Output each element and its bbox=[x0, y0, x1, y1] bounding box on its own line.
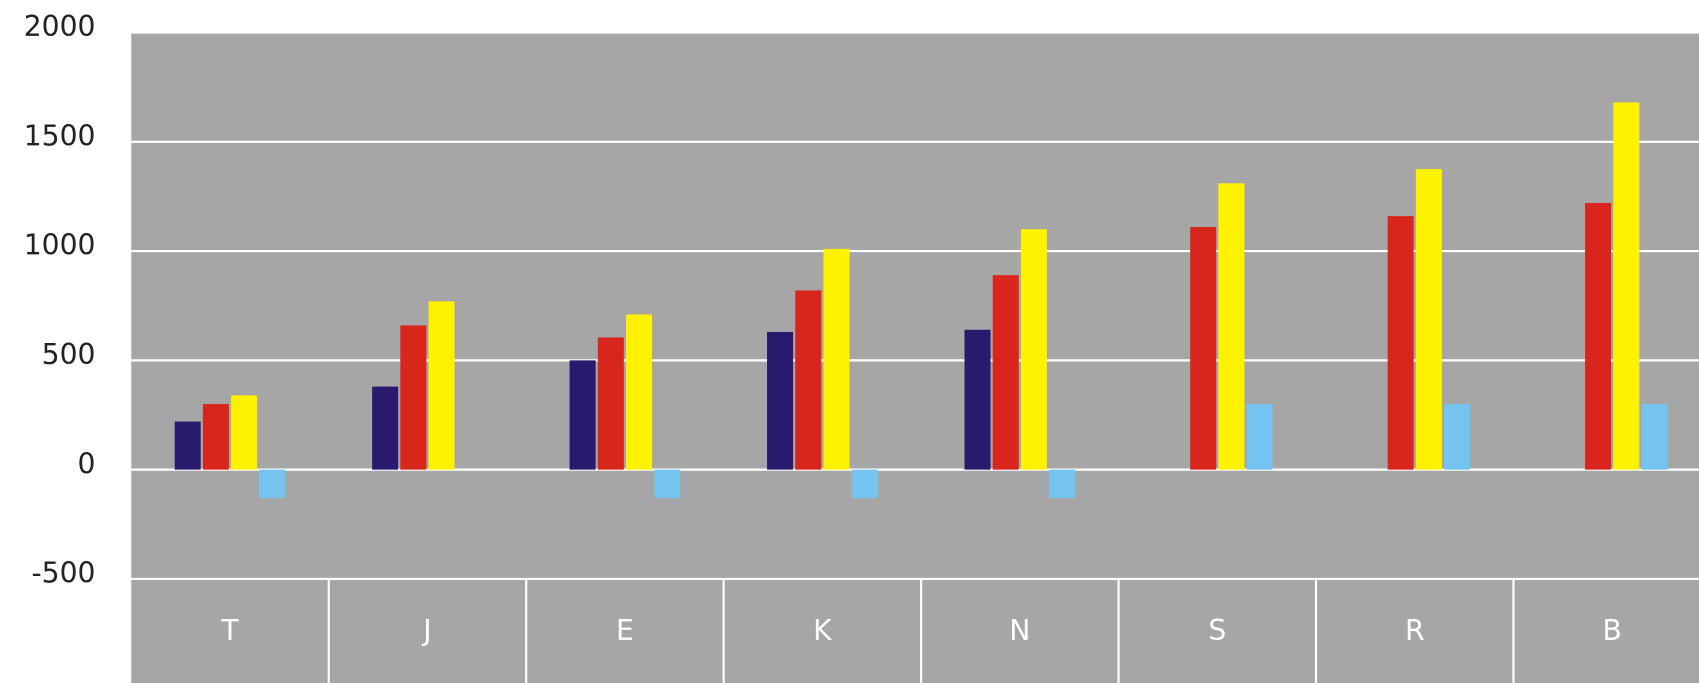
bar bbox=[1415, 169, 1442, 470]
x-tick-label: N bbox=[1009, 614, 1030, 647]
bar bbox=[654, 469, 681, 499]
bar bbox=[259, 469, 286, 499]
y-tick-label: 0 bbox=[78, 447, 96, 480]
y-tick-label: 500 bbox=[42, 338, 96, 371]
x-tick-label: K bbox=[813, 614, 833, 647]
x-tick-label: R bbox=[1405, 614, 1425, 647]
bar bbox=[851, 469, 878, 499]
x-tick-label: E bbox=[616, 614, 634, 647]
bar bbox=[1020, 229, 1047, 470]
bar bbox=[626, 314, 653, 470]
bar bbox=[597, 337, 624, 470]
y-tick-label: 1000 bbox=[24, 229, 96, 262]
y-tick-label: 1500 bbox=[24, 119, 96, 152]
bar bbox=[964, 329, 991, 470]
bar bbox=[1387, 216, 1414, 470]
bar bbox=[231, 395, 258, 470]
bar bbox=[569, 360, 596, 470]
bar bbox=[1246, 404, 1273, 470]
bar bbox=[767, 331, 794, 470]
bar bbox=[202, 404, 229, 470]
plot-area bbox=[131, 32, 1699, 683]
bar bbox=[1444, 404, 1471, 470]
x-tick-label: J bbox=[421, 614, 431, 647]
bar bbox=[1049, 469, 1076, 499]
x-tick-label: B bbox=[1603, 614, 1622, 647]
bar bbox=[372, 386, 399, 470]
bar bbox=[1218, 183, 1245, 470]
y-tick-label: 2000 bbox=[24, 10, 96, 43]
bar bbox=[1613, 102, 1640, 470]
y-tick-label: -500 bbox=[31, 557, 95, 590]
bar bbox=[174, 421, 201, 470]
bar bbox=[1585, 203, 1612, 470]
bar bbox=[795, 290, 822, 470]
x-tick-label: S bbox=[1208, 614, 1226, 647]
bar bbox=[823, 248, 850, 470]
x-tick-label: T bbox=[220, 614, 239, 647]
bar bbox=[428, 301, 455, 470]
bar bbox=[1190, 227, 1217, 470]
bar bbox=[400, 325, 427, 470]
bar bbox=[992, 275, 1019, 470]
bar bbox=[1641, 404, 1668, 470]
